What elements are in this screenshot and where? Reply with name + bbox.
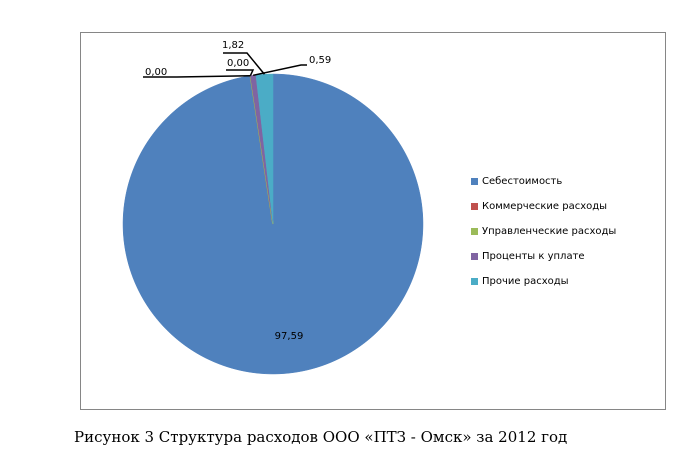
leader-line-3: [226, 69, 255, 77]
legend: Себестоимость Коммерческие расходы Управле…: [471, 169, 616, 294]
pie-chart: 97,59 0,00 0,00 0,59 1,82: [122, 40, 424, 375]
legend-swatch: [471, 278, 478, 285]
leader-line-2: [143, 74, 251, 78]
legend-item-3: Управленческие расходы: [471, 219, 616, 244]
data-label-5: 1,82: [222, 40, 244, 51]
legend-label: Себестоимость: [482, 176, 563, 187]
legend-item-5: Прочие расходы: [471, 269, 616, 294]
legend-item-1: Себестоимость: [471, 169, 616, 194]
leader-line-5: [223, 52, 266, 75]
data-label-2: 0,00: [145, 67, 167, 78]
data-label-4: 0,59: [309, 55, 331, 66]
legend-swatch: [471, 178, 478, 185]
legend-label: Прочие расходы: [482, 276, 569, 287]
legend-item-2: Коммерческие расходы: [471, 194, 616, 219]
legend-label: Коммерческие расходы: [482, 201, 608, 212]
legend-swatch: [471, 203, 478, 210]
leader-line-4: [252, 64, 307, 77]
legend-swatch: [471, 253, 478, 260]
chart-frame: 97,59 0,00 0,00 0,59 1,82 Себестоимость Комме…: [80, 32, 666, 410]
legend-label: Управленческие расходы: [482, 226, 617, 237]
figure-caption: Рисунок 3 Структура расходов ООО «ПТЗ - …: [74, 428, 568, 446]
data-label-3: 0,00: [227, 58, 249, 69]
legend-label: Проценты к уплате: [482, 251, 585, 262]
legend-item-4: Проценты к уплате: [471, 244, 616, 269]
data-label-1: 97,59: [275, 331, 304, 342]
legend-swatch: [471, 228, 478, 235]
